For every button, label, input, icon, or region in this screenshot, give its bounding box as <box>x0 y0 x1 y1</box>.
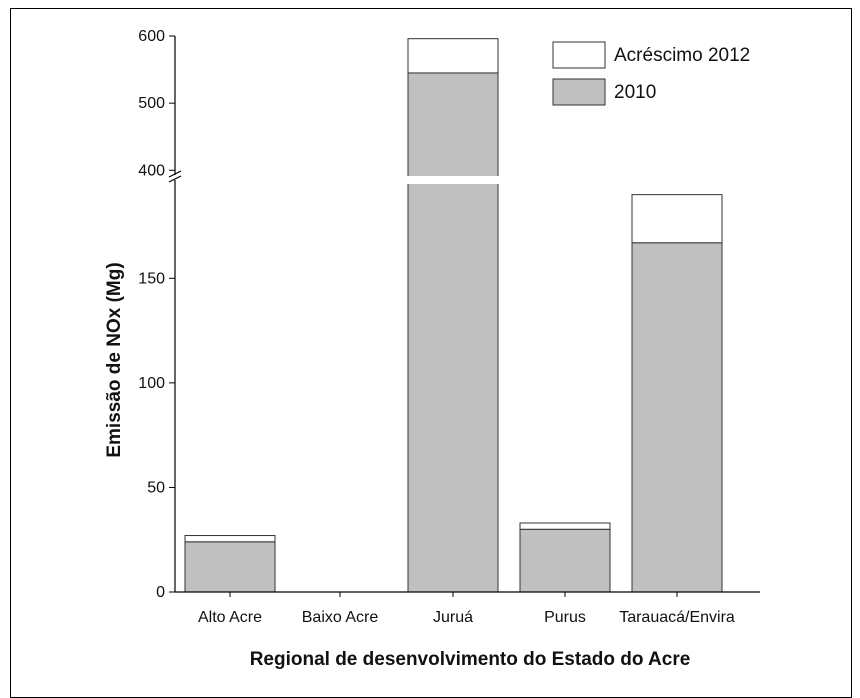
bar-acrescimo-2012 <box>407 38 499 74</box>
bar-2010 <box>407 72 499 593</box>
x-tick-label: Tarauacá/Envira <box>619 609 735 626</box>
legend-label: Acréscimo 2012 <box>614 45 750 66</box>
axis-break-mark <box>168 175 182 183</box>
y-tick-label: 50 <box>147 479 165 496</box>
y-tick-label: 400 <box>138 162 165 179</box>
bar-2010 <box>184 541 276 593</box>
legend: Acréscimo 2012 2010 <box>552 41 750 106</box>
axes-group <box>168 35 760 597</box>
ticks-group: Alto Acre Baixo Acre Juruá Purus Tarauacá/En… <box>138 28 735 626</box>
x-tick-label: Purus <box>544 609 586 626</box>
bar-2010 <box>519 528 611 593</box>
y-tick-label: 500 <box>138 95 165 112</box>
legend-swatch <box>552 41 606 69</box>
bar-2010 <box>631 242 723 593</box>
y-tick-label: 600 <box>138 28 165 45</box>
x-tick-label: Alto Acre <box>198 609 262 626</box>
x-tick-label: Baixo Acre <box>302 609 379 626</box>
y-tick-label: 150 <box>138 270 165 287</box>
y-tick-label: 100 <box>138 375 165 392</box>
y-tick-label: 0 <box>156 584 165 601</box>
bars-group <box>184 38 723 593</box>
x-tick-label: Juruá <box>433 609 473 626</box>
legend-label: 2010 <box>614 82 656 103</box>
bar-acrescimo-2012 <box>631 194 723 244</box>
bar-break-gap <box>407 176 499 184</box>
x-axis-title: Regional de desenvolvimento do Estado do… <box>250 649 691 670</box>
bar-chart: Alto Acre Baixo Acre Juruá Purus Tarauacá/En… <box>104 28 760 670</box>
legend-swatch <box>552 78 606 106</box>
bar-acrescimo-2012 <box>519 522 611 530</box>
axis-break-mark <box>168 170 182 178</box>
y-axis-title: Emissão de NOx (Mg) <box>104 262 125 457</box>
bar-acrescimo-2012 <box>184 535 276 543</box>
